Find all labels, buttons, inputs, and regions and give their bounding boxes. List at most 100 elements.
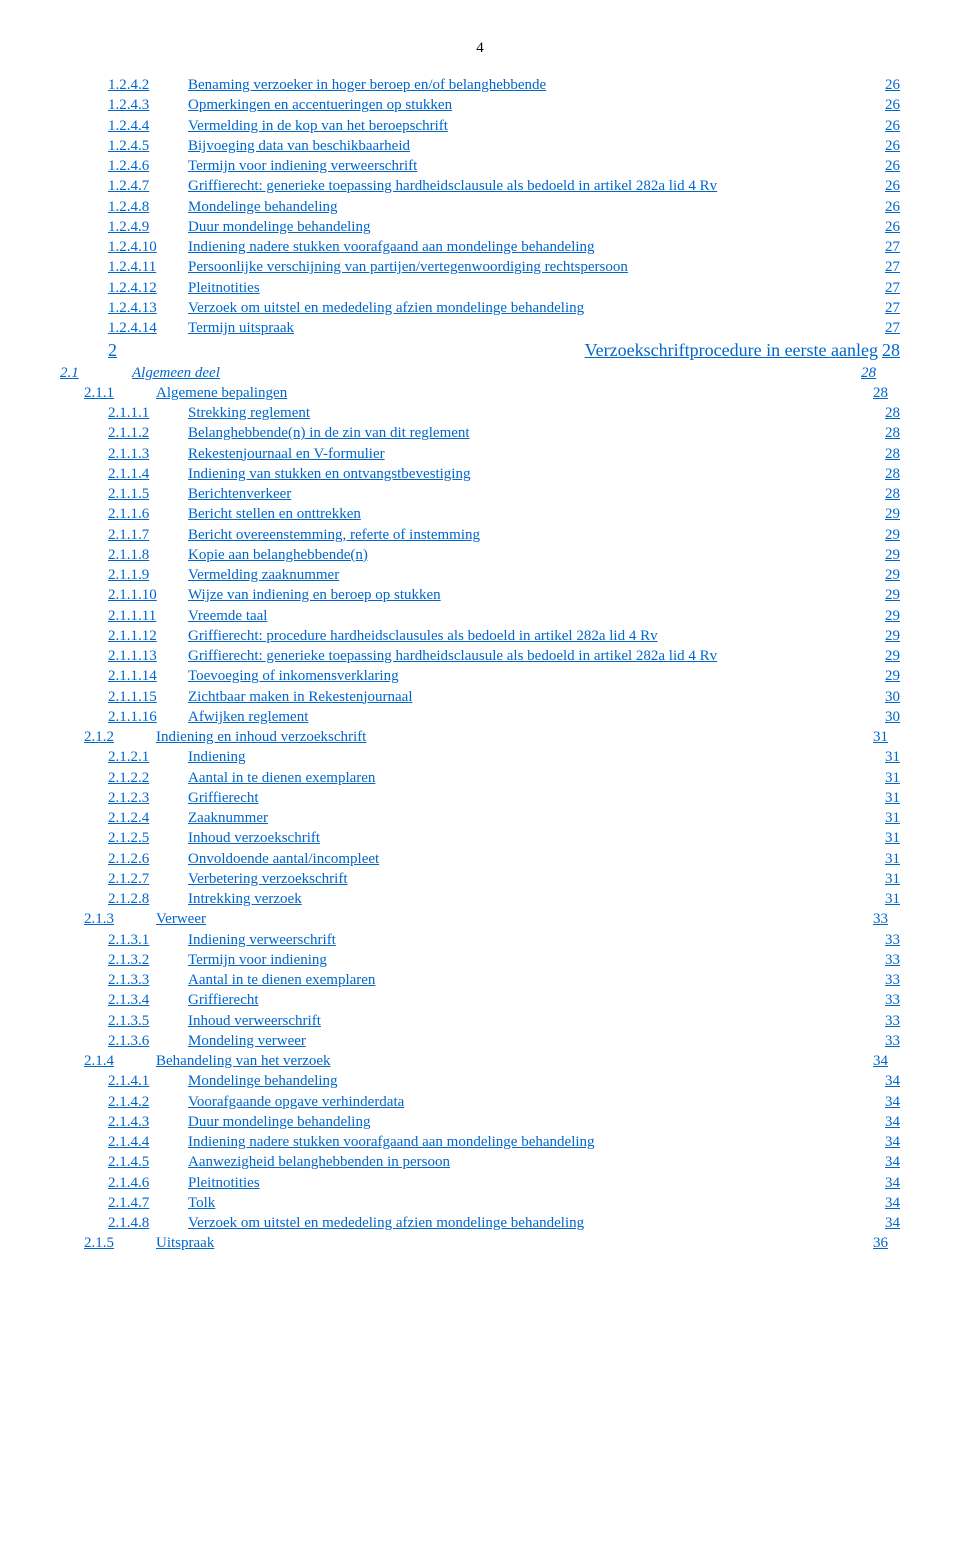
toc-link[interactable]: Griffierecht: generieke toepassing hardh… <box>188 178 717 194</box>
toc-link[interactable]: 33 <box>885 1013 900 1029</box>
toc-link[interactable]: Uitspraak <box>156 1235 214 1251</box>
toc-link[interactable]: 27 <box>885 239 900 255</box>
toc-link[interactable]: 26 <box>885 219 900 235</box>
toc-link[interactable]: Indiening verweerschrift <box>188 932 336 948</box>
toc-link[interactable]: Inhoud verweerschrift <box>188 1013 321 1029</box>
toc-link[interactable]: 31 <box>885 871 900 887</box>
toc-link[interactable]: 31 <box>885 790 900 806</box>
toc-link[interactable]: Duur mondelinge behandeling <box>188 219 370 235</box>
toc-link[interactable]: Termijn uitspraak <box>188 320 294 336</box>
toc-link[interactable]: 29 <box>885 547 900 563</box>
toc-link[interactable]: 2.1.1.5 <box>108 486 149 502</box>
toc-link[interactable]: Intrekking verzoek <box>188 891 302 907</box>
toc-link[interactable]: Strekking reglement <box>188 405 310 421</box>
toc-link[interactable]: 26 <box>885 178 900 194</box>
toc-link[interactable]: 1.2.4.10 <box>108 239 157 255</box>
toc-link[interactable]: 2.1.1.2 <box>108 425 149 441</box>
toc-link[interactable]: Vermelding in de kop van het beroepschri… <box>188 118 448 134</box>
toc-link[interactable]: 2.1.1.15 <box>108 689 157 705</box>
toc-link[interactable]: Griffierecht: generieke toepassing hardh… <box>188 648 717 664</box>
toc-link[interactable]: 28 <box>885 466 900 482</box>
toc-link[interactable]: Inhoud verzoekschrift <box>188 830 320 846</box>
toc-link[interactable]: 2.1.1.6 <box>108 506 149 522</box>
toc-link[interactable]: 31 <box>873 729 888 745</box>
toc-link[interactable]: 34 <box>885 1175 900 1191</box>
toc-link[interactable]: 2.1.1.11 <box>108 608 156 624</box>
toc-link[interactable]: 1.2.4.2 <box>108 77 149 93</box>
toc-link[interactable]: Aantal in te dienen exemplaren <box>188 972 375 988</box>
toc-link[interactable]: 29 <box>885 527 900 543</box>
toc-link[interactable]: Termijn voor indiening <box>188 952 327 968</box>
toc-link[interactable]: 2.1.5 <box>84 1235 114 1251</box>
toc-link[interactable]: Pleitnotities <box>188 1175 260 1191</box>
toc-link[interactable]: 2.1.1.1 <box>108 405 149 421</box>
toc-link[interactable]: 2.1.1.3 <box>108 446 149 462</box>
toc-link[interactable]: 2 <box>108 340 117 360</box>
toc-link[interactable]: 29 <box>885 668 900 684</box>
toc-link[interactable]: 33 <box>885 1033 900 1049</box>
toc-link[interactable]: Vermelding zaaknummer <box>188 567 339 583</box>
toc-link[interactable]: Onvoldoende aantal/incompleet <box>188 851 379 867</box>
toc-link[interactable]: 1.2.4.5 <box>108 138 149 154</box>
toc-link[interactable]: 34 <box>885 1114 900 1130</box>
toc-link[interactable]: 2.1.4.4 <box>108 1134 149 1150</box>
toc-link[interactable]: Berichtenverkeer <box>188 486 291 502</box>
toc-link[interactable]: 28 <box>885 405 900 421</box>
toc-link[interactable]: 1.2.4.13 <box>108 300 157 316</box>
toc-link[interactable]: Indiening van stukken en ontvangstbevest… <box>188 466 470 482</box>
toc-link[interactable]: Griffierecht: procedure hardheidsclausul… <box>188 628 658 644</box>
toc-link[interactable]: 27 <box>885 280 900 296</box>
toc-link[interactable]: Rekestenjournaal en V-formulier <box>188 446 385 462</box>
toc-link[interactable]: Griffierecht <box>188 992 259 1008</box>
toc-link[interactable]: 34 <box>885 1134 900 1150</box>
toc-link[interactable]: 2.1.2.7 <box>108 871 149 887</box>
toc-link[interactable]: 31 <box>885 770 900 786</box>
toc-link[interactable]: 28 <box>861 365 876 381</box>
toc-link[interactable]: 2.1.1.8 <box>108 547 149 563</box>
toc-link[interactable]: 2.1.2.2 <box>108 770 149 786</box>
toc-link[interactable]: 2.1.4 <box>84 1053 114 1069</box>
toc-link[interactable]: 1.2.4.11 <box>108 259 156 275</box>
toc-link[interactable]: Mondeling verweer <box>188 1033 306 1049</box>
toc-link[interactable]: 2.1.4.1 <box>108 1073 149 1089</box>
toc-link[interactable]: 28 <box>885 425 900 441</box>
toc-link[interactable]: 28 <box>885 486 900 502</box>
toc-link[interactable]: Mondelinge behandeling <box>188 1073 338 1089</box>
toc-link[interactable]: Kopie aan belanghebbende(n) <box>188 547 368 563</box>
toc-link[interactable]: Algemeen deel <box>132 365 220 381</box>
toc-link[interactable]: 1.2.4.4 <box>108 118 149 134</box>
toc-link[interactable]: 2.1.1 <box>84 385 114 401</box>
toc-link[interactable]: 2.1.2.8 <box>108 891 149 907</box>
toc-link[interactable]: Zichtbaar maken in Rekestenjournaal <box>188 689 413 705</box>
toc-link[interactable]: 33 <box>885 932 900 948</box>
toc-link[interactable]: 2.1.2 <box>84 729 114 745</box>
toc-link[interactable]: Indiening <box>188 749 246 765</box>
toc-link[interactable]: Persoonlijke verschijning van partijen/v… <box>188 259 628 275</box>
toc-link[interactable]: 28 <box>885 446 900 462</box>
toc-link[interactable]: 2.1.4.2 <box>108 1094 149 1110</box>
toc-link[interactable]: 2.1.3.3 <box>108 972 149 988</box>
toc-link[interactable]: Vreemde taal <box>188 608 267 624</box>
toc-link[interactable]: 2.1.2.1 <box>108 749 149 765</box>
toc-link[interactable]: 31 <box>885 749 900 765</box>
toc-link[interactable]: 2.1.1.9 <box>108 567 149 583</box>
toc-link[interactable]: Indiening nadere stukken voorafgaand aan… <box>188 1134 595 1150</box>
toc-link[interactable]: 34 <box>885 1154 900 1170</box>
toc-link[interactable]: 2.1.2.3 <box>108 790 149 806</box>
toc-link[interactable]: 2.1.4.6 <box>108 1175 149 1191</box>
toc-link[interactable]: Aanwezigheid belanghebbenden in persoon <box>188 1154 450 1170</box>
toc-link[interactable]: 29 <box>885 567 900 583</box>
toc-link[interactable]: 29 <box>885 587 900 603</box>
toc-link[interactable]: 34 <box>885 1195 900 1211</box>
toc-link[interactable]: Afwijken reglement <box>188 709 308 725</box>
toc-link[interactable]: 1.2.4.3 <box>108 97 149 113</box>
toc-link[interactable]: 33 <box>885 972 900 988</box>
toc-link[interactable]: 26 <box>885 97 900 113</box>
toc-link[interactable]: 2.1.3.2 <box>108 952 149 968</box>
toc-link[interactable]: 1.2.4.8 <box>108 199 149 215</box>
toc-link[interactable]: Indiening nadere stukken voorafgaand aan… <box>188 239 595 255</box>
toc-link[interactable]: 30 <box>885 689 900 705</box>
toc-link[interactable]: 2.1.4.5 <box>108 1154 149 1170</box>
toc-link[interactable]: Termijn voor indiening verweerschrift <box>188 158 417 174</box>
toc-link[interactable]: 27 <box>885 300 900 316</box>
